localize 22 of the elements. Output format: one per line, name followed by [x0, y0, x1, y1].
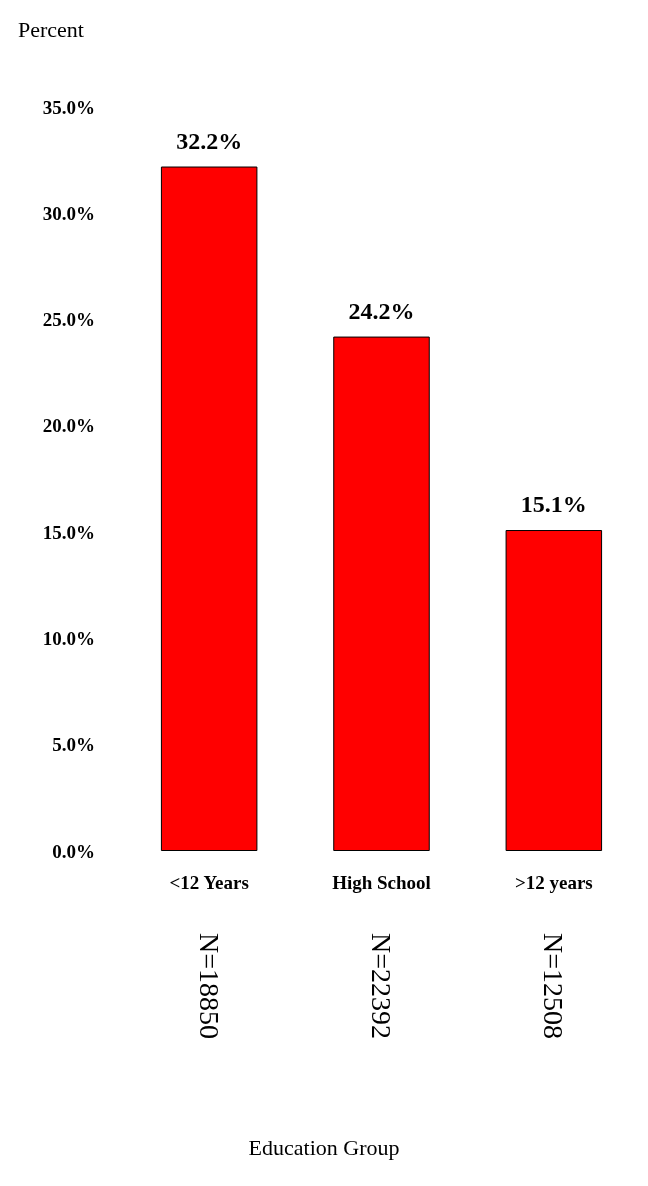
- y-tick-label: 35.0%: [42, 96, 95, 118]
- y-tick-label: 15.0%: [42, 521, 95, 543]
- x-tick-label: High School: [332, 872, 431, 893]
- bar: [505, 530, 603, 851]
- data-label: 32.2%: [176, 127, 243, 154]
- y-tick-label: 5.0%: [52, 734, 95, 756]
- text: N=12508: [538, 933, 570, 1040]
- y-tick-label: 30.0%: [42, 202, 95, 224]
- text: N=18850: [193, 933, 225, 1040]
- data-label: 24.2%: [348, 297, 415, 324]
- y-tick-label: 25.0%: [42, 309, 95, 331]
- bar: [333, 336, 430, 851]
- data-label: 15.1%: [520, 491, 587, 518]
- y-tick-label: 20.0%: [42, 415, 95, 437]
- y-axis-title: Percent: [18, 16, 84, 42]
- text: N=22392: [366, 933, 397, 1040]
- x-tick-label: >12 years: [514, 872, 593, 893]
- text: Education Group: [248, 1134, 400, 1160]
- y-tick-label: 10.0%: [42, 627, 95, 649]
- bar: [160, 166, 258, 851]
- x-tick-label: <12 Years: [169, 872, 249, 893]
- y-tick-label: 0.0%: [52, 840, 95, 862]
